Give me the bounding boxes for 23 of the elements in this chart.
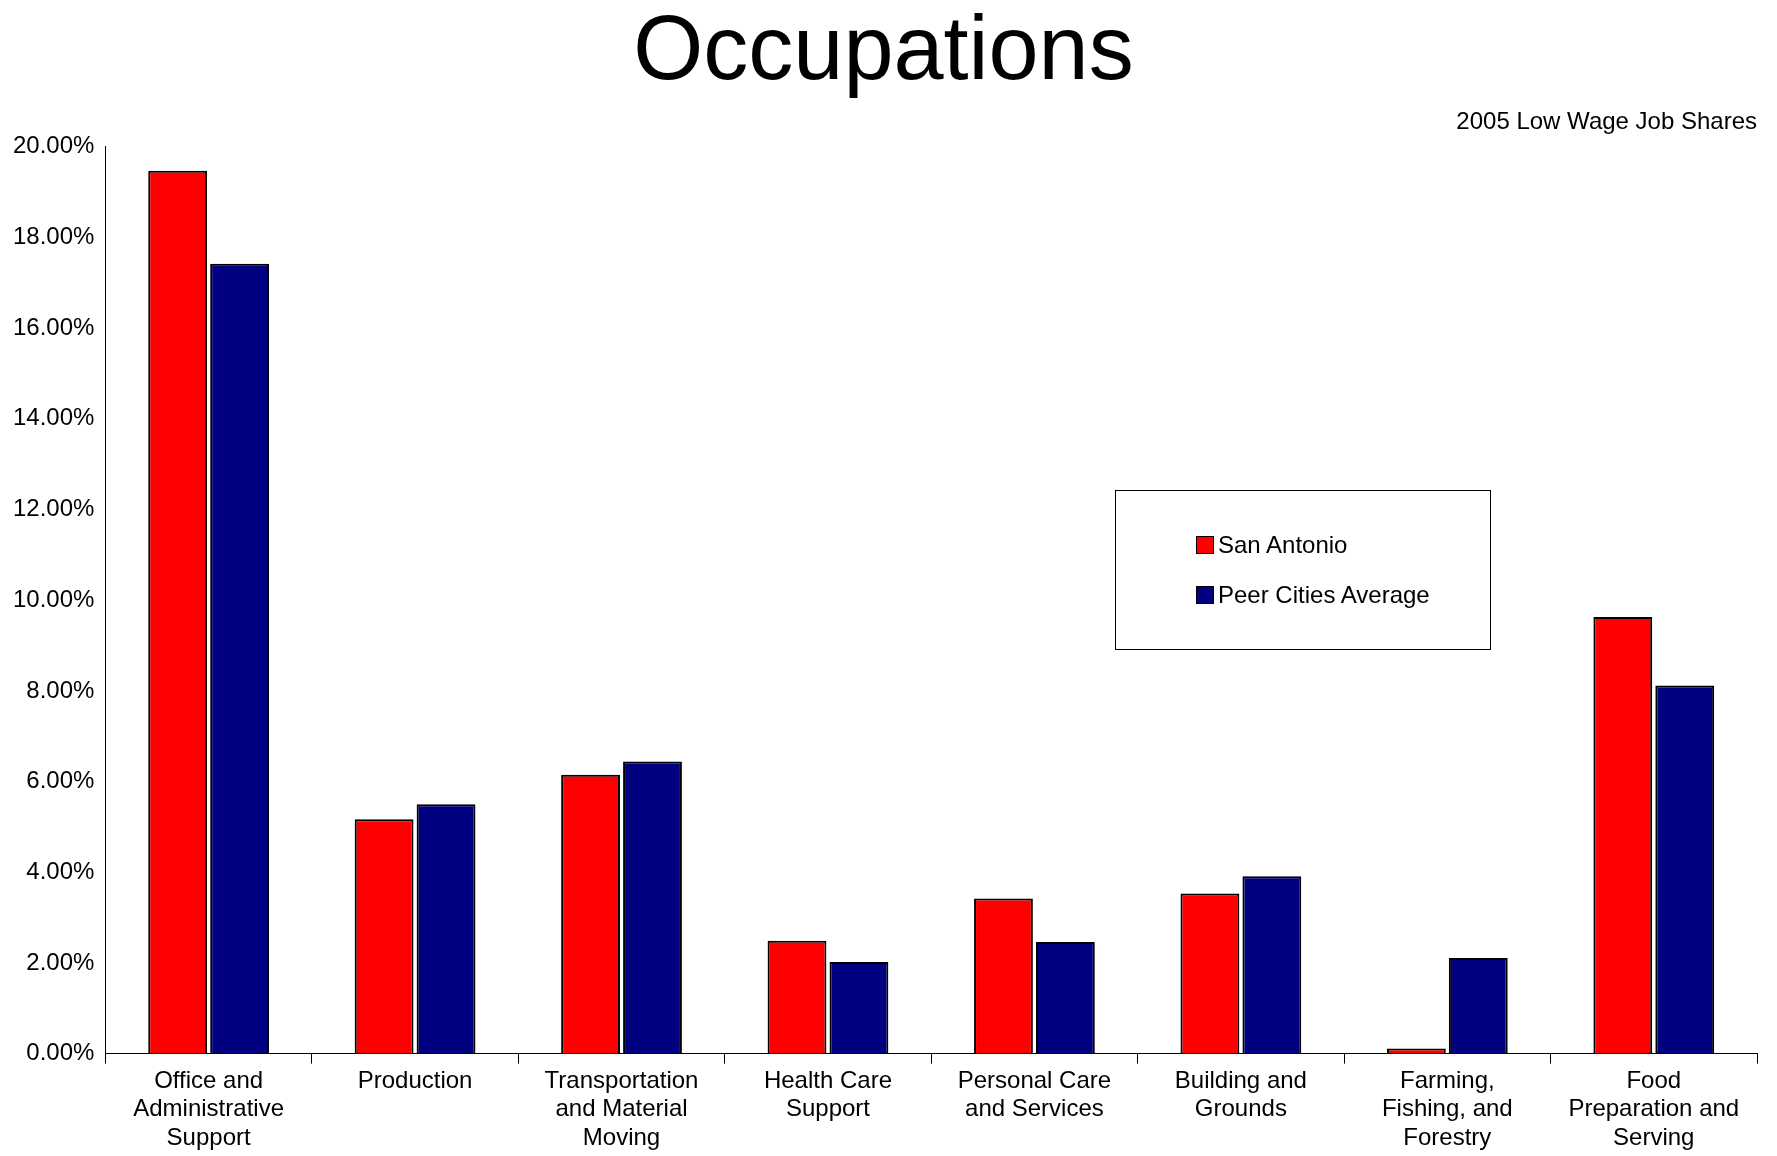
y-tick-label: 6.00%: [26, 766, 95, 794]
x-tick-label: Personal Care and Services: [957, 1065, 1112, 1122]
x-tick-label: Health Care Support: [763, 1065, 893, 1122]
legend-label: San Antonio: [1218, 531, 1348, 559]
chart-subtitle: 2005 Low Wage Job Shares: [1456, 107, 1757, 135]
y-tick-label: 14.00%: [12, 403, 95, 431]
y-tick-label: 20.00%: [12, 131, 95, 159]
x-tick-label: Building and Grounds: [1174, 1065, 1307, 1122]
y-tick-label: 4.00%: [26, 856, 95, 884]
y-tick-label: 0.00%: [26, 1038, 95, 1066]
x-tick-label: Production: [357, 1065, 473, 1093]
x-tick-label: Food Preparation and Serving: [1568, 1065, 1740, 1151]
x-tick-label: Transportation and Material Moving: [544, 1065, 699, 1151]
y-tick-label: 12.00%: [12, 494, 95, 522]
y-tick-label: 10.00%: [12, 584, 95, 612]
y-tick-label: 18.00%: [12, 222, 95, 250]
y-tick-label: 8.00%: [26, 675, 95, 703]
y-tick-label: 2.00%: [26, 947, 95, 975]
legend-label: Peer Cities Average: [1218, 581, 1430, 609]
x-tick-label: Office and Administrative Support: [133, 1065, 284, 1151]
x-tick-label: Farming, Fishing, and Forestry: [1381, 1065, 1513, 1151]
y-tick-label: 16.00%: [12, 312, 95, 340]
chart-title: Occupations: [633, 0, 1134, 98]
